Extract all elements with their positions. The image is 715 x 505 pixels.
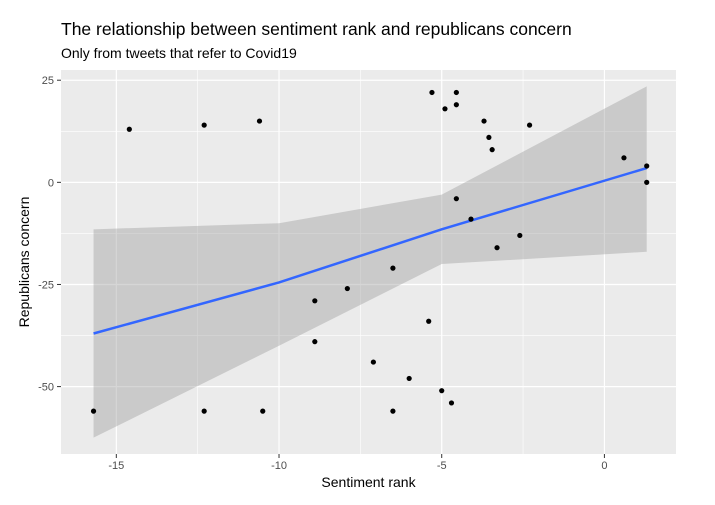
data-points (90, 89, 650, 414)
data-point (370, 359, 376, 365)
regression-line (93, 166, 648, 335)
data-point (201, 122, 207, 128)
data-point (453, 102, 459, 108)
chart-subtitle: Only from tweets that refer to Covid19 (61, 45, 297, 61)
data-point (644, 179, 650, 185)
y-tick-label: 0 (48, 177, 54, 189)
plot-panel (61, 70, 676, 454)
chart-title: The relationship between sentiment rank … (61, 19, 572, 39)
x-tick-label: -5 (437, 460, 447, 472)
data-point (494, 245, 500, 251)
data-point (390, 265, 396, 271)
x-tick-label: -15 (108, 460, 124, 472)
data-point (429, 89, 435, 96)
data-point (406, 375, 412, 382)
data-point (486, 134, 492, 141)
minor-gridlines (61, 70, 676, 454)
x-axis-label: Sentiment rank (321, 474, 416, 490)
y-tick-label: -50 (38, 382, 54, 394)
data-point (390, 408, 396, 414)
data-point (621, 155, 627, 161)
data-point (201, 408, 207, 414)
data-point (481, 118, 487, 124)
data-point (442, 106, 448, 112)
data-point (312, 298, 318, 304)
data-point (453, 89, 459, 96)
y-axis-label: Republicans concern (16, 197, 32, 328)
y-axis-ticks: 25 0 -25 -50 (38, 75, 61, 394)
data-point (426, 318, 432, 324)
major-gridlines (61, 70, 676, 454)
data-point (517, 232, 523, 239)
data-point (468, 216, 474, 222)
data-point (453, 196, 459, 202)
data-point (90, 408, 97, 414)
data-point (526, 122, 533, 128)
x-tick-label: 0 (601, 460, 607, 472)
data-point (256, 118, 263, 124)
data-point (344, 285, 350, 292)
x-tick-label: -10 (271, 460, 287, 472)
data-point (489, 147, 495, 153)
data-point (448, 400, 455, 406)
data-point (312, 339, 318, 345)
x-axis-ticks: -15 -10 -5 0 (108, 454, 607, 472)
y-tick-label: -25 (38, 279, 54, 291)
data-point (439, 388, 445, 394)
data-point (644, 163, 650, 169)
data-point (126, 126, 132, 132)
confidence-band (93, 86, 647, 438)
y-tick-label: 25 (42, 75, 54, 87)
data-point (260, 408, 266, 414)
